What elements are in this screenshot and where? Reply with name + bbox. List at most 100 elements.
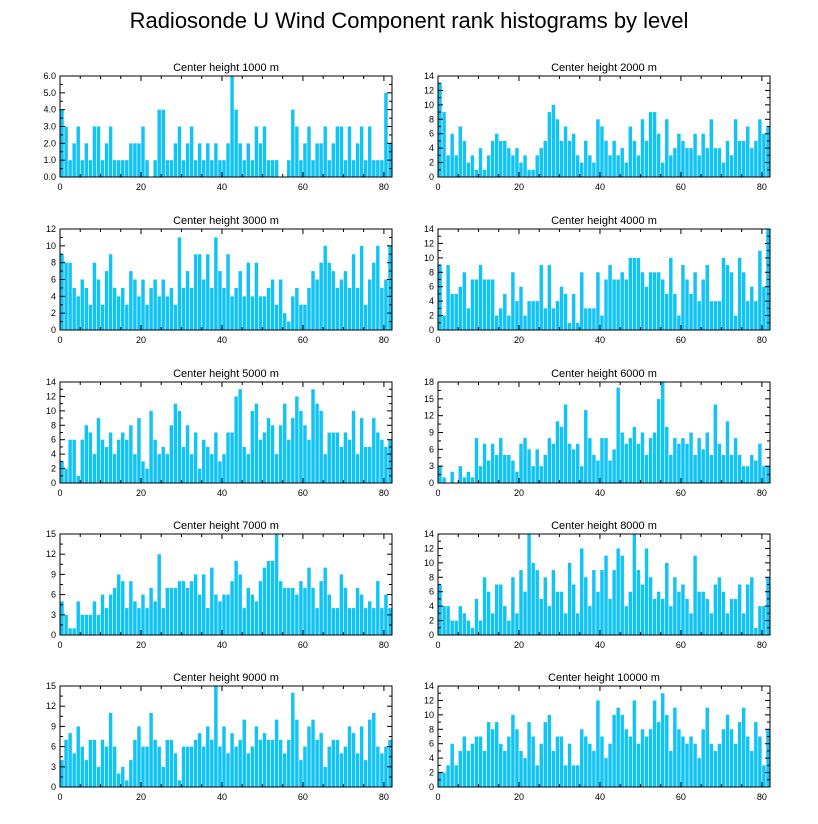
bar [234,746,238,787]
bar [616,279,620,330]
bar [660,279,665,330]
bar [218,271,222,330]
bar [250,160,255,177]
bar [278,581,283,635]
bar [511,714,515,787]
bar [121,581,125,635]
bar [754,140,758,177]
bar [555,119,560,177]
y-tick-label: 12 [424,238,434,248]
bar [347,439,352,483]
bar [531,301,535,330]
y-tick-label: 3 [429,461,434,471]
bar [685,443,689,483]
bar [64,468,68,483]
bar [596,591,600,635]
bar [133,143,137,177]
bar [499,438,503,483]
bar [210,739,214,787]
bar [291,692,295,787]
bar [149,712,153,787]
bar [153,739,157,787]
bar [762,286,766,330]
bar [689,432,693,483]
y-tick-label: 4 [51,291,56,301]
bar [503,293,507,330]
bar [685,148,689,177]
bar [100,594,105,635]
bar [214,432,218,483]
bar [72,143,76,177]
bar [368,279,372,330]
bar [218,601,222,635]
bar [234,396,238,483]
histogram-panel-7: Center height 7000 m 0 20 40 60 80 0 3 6 9 12 15 [46,520,393,650]
bar [64,262,68,330]
bar [636,257,641,330]
bar [636,743,641,787]
bar [588,155,592,177]
bar [624,443,628,483]
y-tick-label: 14 [46,377,56,387]
bar [202,746,206,787]
y-tick-label: 6 [51,435,56,445]
bar [295,719,299,787]
bar [750,577,754,635]
bar [368,719,372,787]
bar [287,587,291,635]
bar [474,169,479,177]
bar [137,143,141,177]
bar [673,577,677,635]
bar [709,613,714,635]
bar [355,143,360,177]
bar [693,133,697,177]
bar [644,736,649,787]
bar [331,143,336,177]
bar [656,591,661,635]
bar [705,707,709,787]
bar [335,287,340,330]
bar [551,104,556,177]
bar [181,581,186,635]
bar [129,143,133,177]
bar [486,155,491,177]
bar [299,160,303,177]
bar [474,598,479,635]
bar [563,126,568,177]
bar [543,454,548,483]
y-tick-label: 6 [429,282,434,292]
bar [108,594,113,635]
x-tick-label: 80 [379,488,389,498]
bar [624,606,628,635]
bar [282,403,287,483]
bar [84,143,89,177]
bar [307,567,311,635]
bar [218,461,222,483]
bar [206,726,210,787]
bar [60,254,64,330]
bar [466,308,471,330]
bar [733,438,738,483]
bar [84,760,89,787]
x-tick-label: 0 [435,182,440,192]
bar [315,143,319,177]
bar [376,746,380,787]
bar [355,753,360,787]
bar [76,601,80,635]
bar [563,765,568,787]
bar [543,140,548,177]
bar [384,746,388,787]
bar [303,746,307,787]
y-tick-label: 0 [51,630,56,640]
bar [116,574,121,635]
bar [758,736,762,787]
bar [197,733,202,787]
bar [628,591,633,635]
y-tick-label: 0 [429,782,434,792]
bar [551,750,556,787]
bar [729,155,734,177]
bar [303,587,307,635]
bar [347,287,352,330]
bar [450,133,454,177]
bar [129,581,133,635]
